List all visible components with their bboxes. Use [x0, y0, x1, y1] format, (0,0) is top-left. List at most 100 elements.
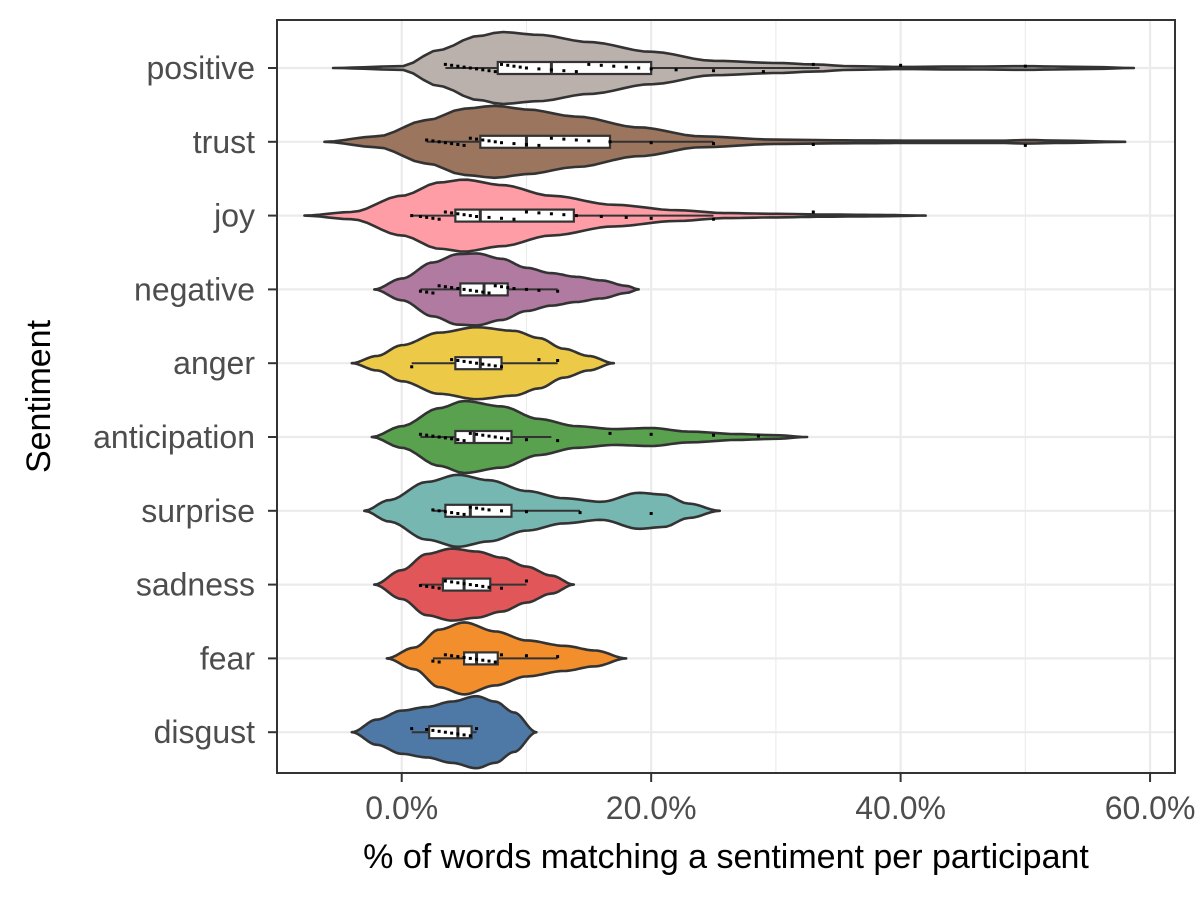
point-joy	[450, 211, 454, 215]
point-surprise	[456, 512, 460, 515]
point-trust	[431, 139, 435, 143]
point-anticipation	[493, 435, 497, 439]
point-sadness	[443, 579, 447, 583]
y-tick-label: negative	[134, 271, 255, 307]
point-positive	[674, 68, 678, 72]
point-anger	[537, 358, 541, 362]
point-disgust	[468, 734, 472, 738]
point-surprise	[649, 512, 653, 515]
point-anger	[475, 361, 479, 365]
point-positive	[587, 62, 591, 66]
point-fear	[437, 660, 441, 664]
point-anticipation	[431, 434, 435, 438]
point-fear	[524, 654, 528, 658]
x-tick-label: 60.0%	[1105, 790, 1196, 826]
point-anticipation	[649, 432, 653, 436]
point-sadness	[450, 580, 454, 584]
point-disgust	[431, 728, 435, 732]
point-negative	[500, 285, 503, 289]
point-negative	[468, 288, 472, 292]
plot-panel-border	[276, 19, 1176, 774]
point-anger	[500, 365, 503, 369]
point-fear	[556, 655, 560, 659]
point-joy	[811, 210, 815, 214]
y-tick-label: trust	[193, 124, 255, 160]
point-anticipation	[481, 433, 485, 437]
point-joy	[500, 216, 503, 220]
point-trust	[524, 143, 528, 146]
point-negative	[450, 286, 454, 290]
point-positive	[500, 62, 503, 66]
point-negative	[524, 287, 528, 291]
point-disgust	[475, 727, 479, 731]
point-joy	[425, 215, 429, 219]
point-surprise	[437, 509, 441, 513]
point-surprise	[475, 506, 479, 510]
y-tick-label: positive	[147, 50, 256, 86]
point-trust	[487, 139, 491, 143]
point-disgust	[410, 727, 414, 731]
point-trust	[608, 140, 612, 144]
box-joy	[454, 208, 575, 223]
point-joy	[599, 215, 603, 218]
point-trust	[456, 143, 460, 146]
point-joy	[443, 210, 447, 214]
box-sadness	[441, 577, 492, 592]
point-fear	[487, 659, 491, 663]
point-joy	[549, 212, 553, 216]
point-positive	[493, 70, 497, 74]
point-negative	[456, 287, 460, 290]
point-trust	[425, 138, 429, 142]
point-anticipation	[712, 433, 716, 437]
point-trust	[437, 140, 441, 144]
point-joy	[512, 217, 516, 221]
x-tick-label: 0.0%	[365, 790, 438, 826]
point-anticipation	[487, 434, 491, 438]
point-joy	[410, 214, 414, 218]
y-axis-title: Sentiment	[20, 319, 58, 473]
point-fear	[468, 656, 472, 660]
point-anger	[450, 358, 454, 362]
point-fear	[481, 658, 485, 662]
point-negative	[506, 286, 510, 290]
point-sadness	[431, 585, 435, 589]
point-negative	[418, 289, 422, 293]
point-joy	[537, 211, 541, 215]
point-joy	[712, 217, 716, 221]
point-negative	[475, 289, 479, 293]
point-joy	[418, 215, 422, 218]
point-anger	[481, 362, 485, 366]
point-joy	[649, 216, 653, 220]
point-anger	[556, 359, 560, 362]
point-anticipation	[468, 431, 472, 435]
point-trust	[500, 141, 503, 145]
point-anticipation	[443, 436, 447, 440]
point-trust	[537, 143, 541, 147]
point-trust	[481, 138, 485, 142]
y-tick-label: disgust	[154, 714, 256, 750]
point-positive	[612, 64, 616, 68]
point-joy	[524, 210, 528, 214]
point-sadness	[468, 583, 472, 587]
point-trust	[549, 136, 553, 140]
point-positive	[456, 64, 460, 68]
point-joy	[431, 216, 435, 220]
point-sadness	[456, 581, 460, 585]
point-sadness	[418, 584, 422, 587]
point-anticipation	[462, 439, 466, 443]
point-positive	[574, 70, 578, 74]
point-fear	[456, 655, 460, 659]
point-joy	[437, 217, 441, 221]
point-sadness	[487, 585, 491, 589]
point-trust	[462, 143, 466, 147]
box-anger	[454, 356, 503, 371]
point-positive	[649, 67, 653, 71]
point-surprise	[578, 511, 582, 515]
point-negative	[443, 285, 447, 289]
point-positive	[462, 65, 466, 69]
point-joy	[468, 214, 472, 218]
point-trust	[562, 137, 566, 141]
point-positive	[468, 66, 472, 70]
point-fear	[450, 654, 454, 658]
y-tick-label: anger	[173, 345, 255, 381]
